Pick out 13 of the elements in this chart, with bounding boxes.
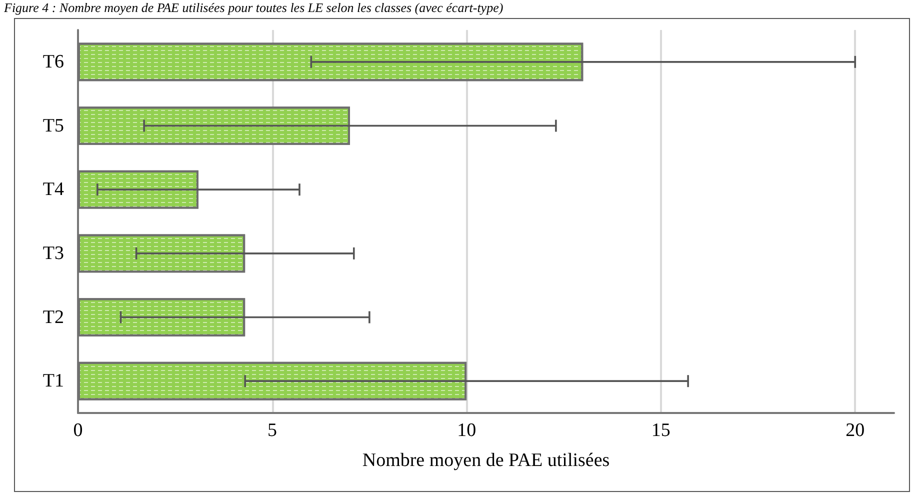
chart-title: Figure 4 : Nombre moyen de PAE utilisées pour toutes les LE selon les classes (avec écart-type) <box>4 0 504 16</box>
y-tick-label: T2 <box>42 306 64 328</box>
x-tick-label: 10 <box>457 420 476 441</box>
x-tick-label: 15 <box>651 420 670 441</box>
x-tick-label: 5 <box>268 420 278 441</box>
x-tick-label: 20 <box>846 420 865 441</box>
y-tick-label: T5 <box>42 115 64 136</box>
y-tick-label: T4 <box>42 179 64 200</box>
y-tick-label: T1 <box>42 370 64 392</box>
x-tick-label: 0 <box>73 420 83 441</box>
y-tick-label: T6 <box>42 51 64 72</box>
x-axis-title: Nombre moyen de PAE utilisées <box>362 450 610 471</box>
y-tick-label: T3 <box>42 242 64 264</box>
